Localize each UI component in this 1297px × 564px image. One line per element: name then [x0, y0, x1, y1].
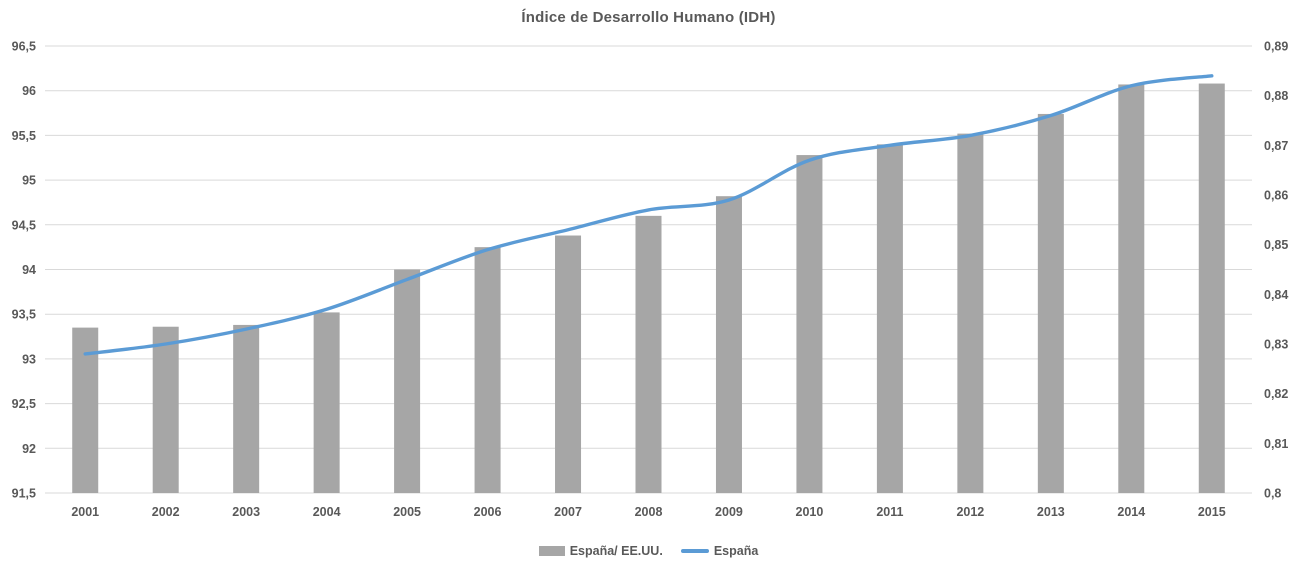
left-axis-tick: 94 — [22, 263, 36, 277]
x-axis-label: 2013 — [1037, 505, 1065, 519]
x-axis-label: 2008 — [635, 505, 663, 519]
bar-2014 — [1118, 84, 1145, 493]
bar-2009 — [715, 196, 742, 493]
right-axis-tick: 0,81 — [1264, 437, 1288, 451]
x-axis-label: 2014 — [1117, 505, 1145, 519]
legend-label-espana-eeuu: España/ EE.UU. — [569, 544, 663, 558]
x-axis-label: 2004 — [313, 505, 341, 519]
right-axis-tick: 0,8 — [1264, 487, 1281, 501]
legend-line-swatch-icon — [680, 549, 709, 553]
right-axis-tick: 0,89 — [1264, 40, 1288, 54]
left-axis-tick: 91,5 — [12, 487, 36, 501]
x-axis-label: 2009 — [715, 505, 743, 519]
left-axis-tick: 95 — [22, 174, 36, 188]
left-axis-tick: 92 — [22, 442, 36, 456]
bar-2005 — [394, 269, 421, 493]
bar-2012 — [957, 133, 984, 493]
bar-2015 — [1198, 83, 1225, 493]
espana-line — [83, 74, 1214, 356]
right-axis-tick: 0,82 — [1264, 387, 1288, 401]
bar-2011 — [876, 144, 903, 493]
x-axis-label: 2007 — [554, 505, 582, 519]
left-axis-tick: 93,5 — [12, 308, 36, 322]
left-axis-tick: 96,5 — [12, 40, 36, 54]
legend-label-espana: España — [713, 544, 759, 558]
x-axis-label: 2011 — [876, 505, 903, 519]
legend: España/ EE.UU. España — [0, 544, 1297, 558]
bar-2007 — [555, 235, 582, 493]
right-axis-tick: 0,86 — [1264, 189, 1288, 203]
x-axis-label: 2003 — [232, 505, 260, 519]
right-axis-tick: 0,88 — [1264, 89, 1288, 103]
right-axis-tick: 0,87 — [1264, 139, 1288, 153]
legend-item-espana-eeuu: España/ EE.UU. — [538, 544, 663, 558]
bar-2010 — [796, 155, 823, 493]
legend-bar-swatch-icon — [538, 546, 565, 556]
left-axis-tick: 94,5 — [12, 218, 36, 232]
x-axis-label: 2015 — [1198, 505, 1226, 519]
right-axis-tick: 0,85 — [1264, 238, 1288, 252]
bar-2006 — [474, 247, 501, 493]
left-axis-tick: 93 — [22, 352, 36, 366]
chart-title: Índice de Desarrollo Humano (IDH) — [521, 9, 776, 26]
x-axis-label: 2001 — [71, 505, 99, 519]
right-axis-tick: 0,84 — [1264, 288, 1288, 302]
left-axis-tick: 92,5 — [12, 397, 36, 411]
x-axis-label: 2005 — [393, 505, 421, 519]
bar-2004 — [313, 312, 340, 493]
x-axis-label: 2006 — [474, 505, 502, 519]
legend-item-espana: España — [680, 544, 759, 558]
x-axis-label: 2002 — [152, 505, 180, 519]
bar-2008 — [635, 215, 662, 494]
bar-2013 — [1037, 113, 1064, 493]
left-axis-tick: 96 — [22, 84, 36, 98]
right-axis-tick: 0,83 — [1264, 338, 1288, 352]
bar-2003 — [233, 324, 260, 493]
x-axis-label: 2012 — [956, 505, 984, 519]
x-axis-label: 2010 — [796, 505, 824, 519]
left-axis-tick: 95,5 — [12, 129, 36, 143]
bar-2002 — [152, 326, 179, 493]
